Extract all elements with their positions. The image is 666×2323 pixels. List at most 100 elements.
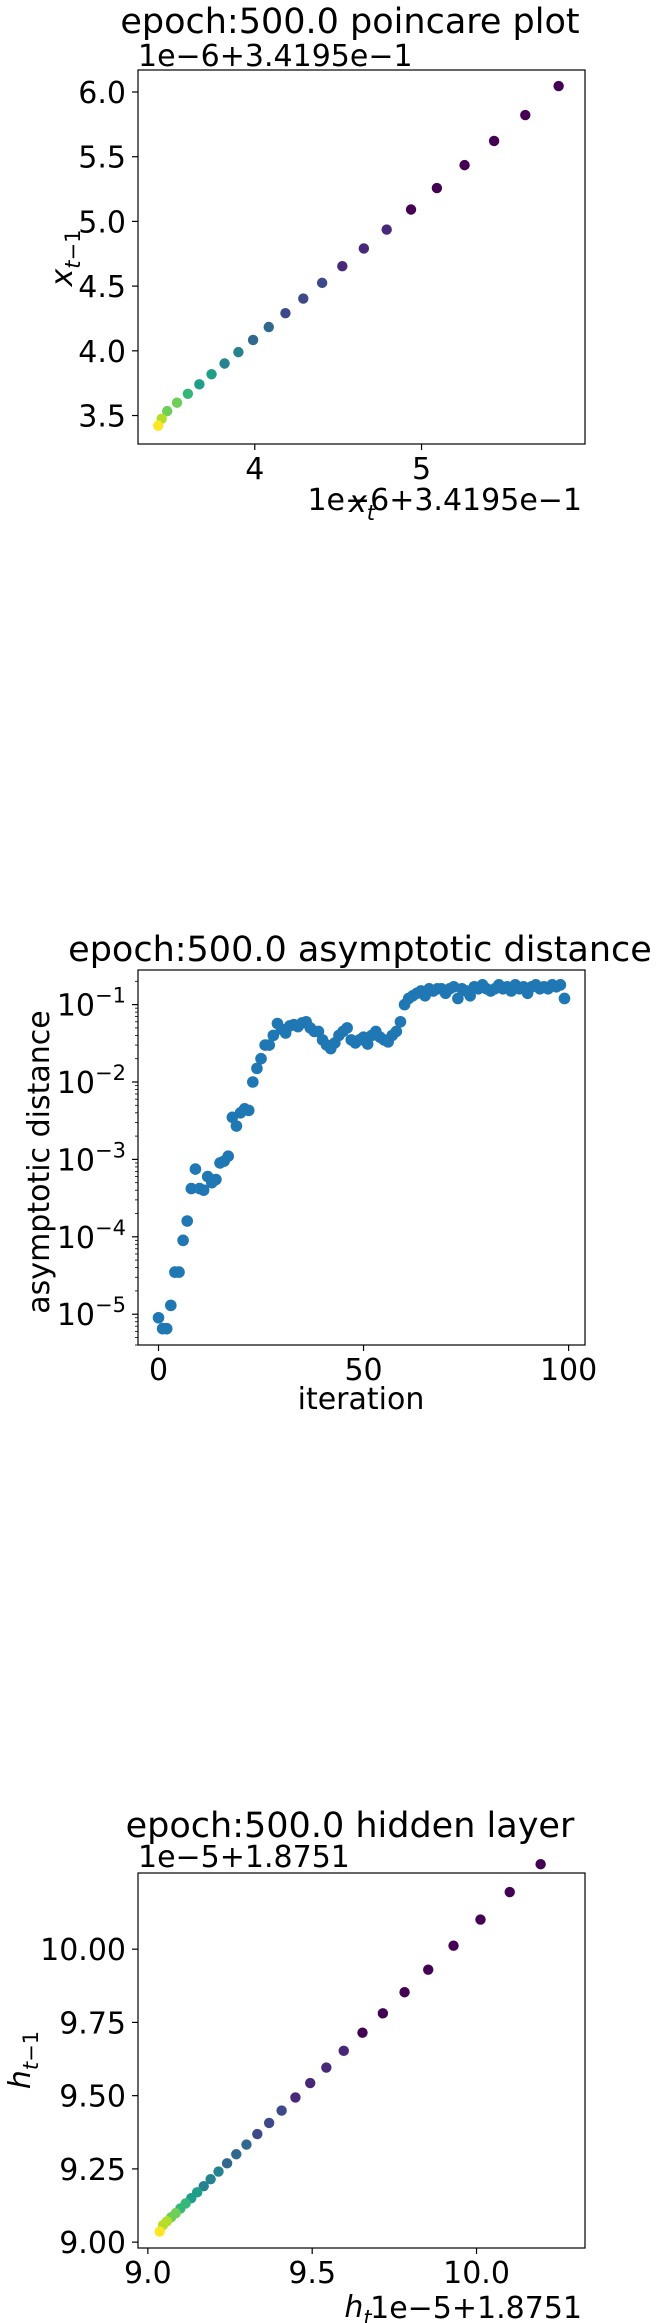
poincare-x-offset-text: 1e−6+3.4195e−1: [307, 483, 582, 518]
scatter-point: [280, 307, 291, 319]
scatter-point: [160, 1322, 173, 1335]
scatter-point: [267, 1029, 280, 1042]
scatter-point: [152, 1311, 165, 1324]
scatter-point: [341, 1022, 353, 1034]
y-tick-label: 4.5: [78, 270, 126, 305]
y-tick-label: 4.0: [78, 335, 126, 370]
scatter-point: [182, 388, 194, 399]
hidden-layer-marks: [154, 1859, 546, 2237]
scatter-point: [357, 2027, 368, 2038]
scatter-point: [194, 379, 205, 390]
scatter-point: [165, 1299, 177, 1312]
scatter-point: [316, 277, 328, 289]
hidden-layer-y-ticks: 9.00 9.25 9.50 9.75 10.00: [40, 1933, 138, 2261]
poincare-plot-frame: [137, 69, 586, 445]
scatter-point: [452, 992, 464, 1005]
poincare-plot-title: epoch:500.0 poincare plot: [120, 2, 579, 42]
scatter-point: [173, 1266, 185, 1278]
scatter-point: [255, 1052, 267, 1065]
y-tick-label: 6.0: [78, 76, 126, 111]
scatter-point: [459, 159, 470, 171]
scatter-point: [394, 1015, 407, 1028]
asymptotic-distance-y-axis-label: asymptotic distance: [22, 1010, 57, 1313]
scatter-point: [210, 1173, 222, 1186]
asymptotic-distance-x-axis-label: iteration: [298, 1382, 425, 1417]
scatter-point: [358, 243, 370, 254]
y-tick-label: 10−2: [57, 1061, 126, 1101]
scatter-point: [241, 2139, 252, 2150]
scatter-point: [423, 1964, 434, 1975]
scatter-point: [263, 1039, 276, 1051]
scatter-point: [242, 1104, 255, 1117]
scatter-point: [504, 1886, 515, 1898]
scatter-point: [399, 1987, 410, 1998]
y-tick-label: 9.25: [59, 2153, 126, 2188]
y-tick-label: 10−3: [57, 1138, 126, 1178]
y-tick-label: 9.50: [59, 2080, 126, 2115]
x-tick-label: 5: [412, 452, 431, 487]
scatter-point: [337, 260, 348, 272]
scatter-point: [230, 1120, 243, 1132]
scatter-point: [263, 321, 274, 333]
scatter-point: [222, 1150, 235, 1163]
scatter-point: [338, 2045, 349, 2057]
poincare-plot-panel: epoch:500.0 poincare plot 1e−6+3.4195e−1…: [45, 2, 586, 525]
hidden-layer-x-axis-label: ht: [344, 2290, 372, 2323]
hidden-layer-plot-frame: [137, 1872, 586, 2249]
asymptotic-distance-y-ticks: 10−5 10−4 10−3 10−2 10−1: [57, 980, 138, 1346]
scatter-point: [247, 1076, 259, 1088]
scatter-point: [185, 1182, 198, 1195]
scatter-point: [205, 2173, 216, 2185]
scatter-point: [233, 346, 244, 358]
x-tick-label: 10.0: [443, 2256, 510, 2291]
scatter-point: [231, 2149, 242, 2160]
asymptotic-distance-panel: epoch:500.0 asymptotic distance 0 50 100 1…: [22, 930, 652, 1417]
scatter-point: [448, 1940, 459, 1951]
scatter-point: [189, 1163, 202, 1175]
scatter-point: [263, 2117, 275, 2129]
scatter-point: [247, 334, 259, 346]
asymptotic-distance-title: epoch:500.0 asymptotic distance: [68, 930, 652, 970]
scatter-point: [161, 405, 173, 417]
x-tick-label: 4: [245, 452, 264, 487]
scatter-point: [321, 2062, 332, 2073]
y-tick-label: 5.0: [78, 205, 126, 240]
scatter-point: [381, 224, 392, 235]
asymptotic-distance-x-ticks: 0 50 100: [149, 1345, 597, 1388]
scatter-point: [177, 1234, 189, 1247]
scatter-point: [276, 2105, 287, 2116]
x-tick-label: 9.5: [288, 2256, 336, 2291]
y-tick-label: 9.00: [59, 2226, 126, 2261]
scatter-point: [154, 2226, 165, 2237]
hidden-layer-y-axis-label: ht−1: [3, 2031, 43, 2089]
poincare-x-axis-label: xt: [348, 485, 376, 525]
poincare-y-ticks: 3.5 4.0 4.5 5.0 5.5 6.0: [78, 76, 138, 435]
y-tick-label: 9.75: [59, 2006, 126, 2041]
scatter-point: [198, 2180, 209, 2192]
y-tick-label: 10.00: [40, 1933, 126, 1968]
y-tick-label: 10−1: [57, 984, 126, 1024]
y-tick-label: 10−5: [57, 1293, 126, 1333]
scatter-point: [181, 1215, 194, 1227]
scatter-point: [206, 369, 217, 380]
hidden-layer-x-offset-text: 1e−5+1.8751: [370, 2291, 582, 2323]
scatter-point: [535, 1859, 546, 1870]
scatter-point: [377, 2008, 389, 2019]
scatter-point: [488, 135, 500, 147]
asymptotic-distance-plot-frame: [137, 969, 586, 1346]
scatter-point: [171, 397, 183, 408]
scatter-point: [213, 2166, 224, 2177]
y-tick-label: 10−4: [57, 1216, 126, 1256]
scatter-point: [152, 420, 164, 431]
scatter-point: [219, 358, 230, 369]
scatter-point: [251, 1062, 263, 1075]
scatter-point: [464, 989, 476, 1002]
asymptotic-distance-marks: [152, 979, 571, 1335]
poincare-marks: [152, 80, 564, 431]
scatter-point: [405, 204, 417, 215]
x-tick-label: 9.0: [124, 2256, 172, 2291]
scatter-point: [252, 2128, 263, 2140]
y-tick-label: 3.5: [78, 400, 126, 435]
